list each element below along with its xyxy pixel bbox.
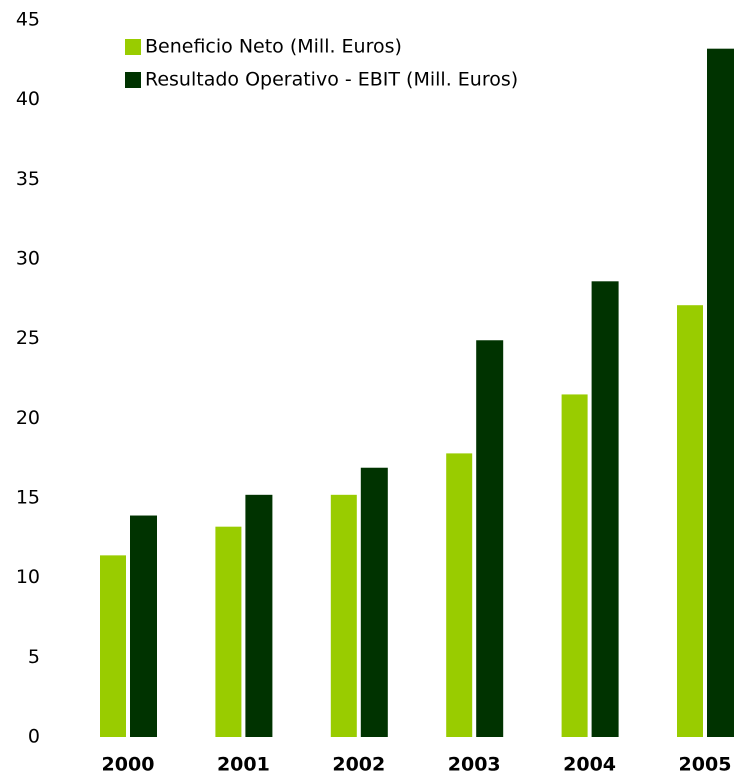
x-tick-label: 2002 [332,754,385,776]
y-tick-label: 35 [16,168,40,190]
bar [707,48,734,738]
x-tick-label: 2005 [679,754,732,776]
bar [245,494,273,737]
legend-swatch [125,72,141,88]
bar [130,515,157,737]
bar [215,526,242,737]
y-tick-label: 25 [16,327,40,349]
legend-label: Beneficio Neto (Mill. Euros) [145,36,402,58]
y-tick-label: 20 [16,407,40,429]
bar [591,281,619,737]
y-tick-label: 0 [28,726,40,748]
legend-label: Resultado Operativo - EBIT (Mill. Euros) [145,69,518,91]
x-tick-label: 2000 [102,754,155,776]
y-tick-label: 45 [16,9,40,31]
legend-swatch [125,39,141,55]
y-tick-label: 40 [16,88,40,110]
y-tick-label: 15 [16,487,40,509]
bar [330,494,357,737]
y-tick-label: 30 [16,248,40,270]
x-tick-label: 2003 [448,754,501,776]
x-tick-label: 2001 [217,754,270,776]
y-tick-label: 10 [16,566,40,588]
y-tick-label: 5 [28,646,40,668]
x-tick-label: 2004 [563,754,616,776]
bar [360,467,388,737]
bar [100,555,126,737]
bar [561,394,588,737]
bar [476,340,504,737]
bar [446,453,473,737]
bar [677,305,703,737]
